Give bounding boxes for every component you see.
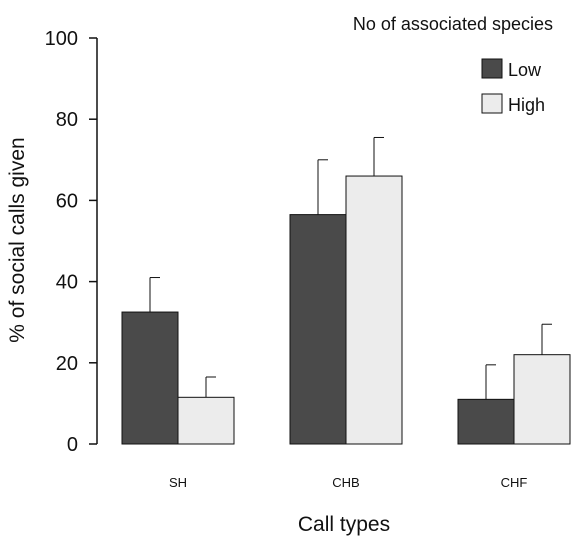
y-tick-label: 80 [56,109,78,131]
legend-title: No of associated species [353,14,553,34]
y-tick-label: 20 [56,353,78,375]
legend-label-high: High [508,95,545,115]
category-label-chb: CHB [332,475,359,490]
legend-swatch-high [481,93,503,114]
y-tick-label: 40 [56,272,78,294]
bar-high-chb [345,175,403,445]
category-label-chf: CHF [501,475,528,490]
y-axis-title: % of social calls given [6,137,29,342]
bar-low-chf [457,398,515,445]
bars [121,136,571,445]
bar-high-sh [177,396,235,445]
x-axis-title: Call types [298,513,390,536]
bar-low-sh [121,311,179,445]
y-tick-label: 0 [67,434,78,456]
bar-high-chf [513,354,571,445]
category-label-sh: SH [169,475,187,490]
category-labels: SH CHB CHF [169,475,527,490]
bar-low-chb [289,214,347,445]
legend-swatch-low [481,58,503,79]
y-tick-label: 100 [45,28,78,50]
legend-label-low: Low [508,60,542,80]
legend: No of associated species Low High [353,14,553,115]
y-ticks: 0 20 40 60 80 100 [45,28,97,456]
y-tick-label: 60 [56,190,78,212]
